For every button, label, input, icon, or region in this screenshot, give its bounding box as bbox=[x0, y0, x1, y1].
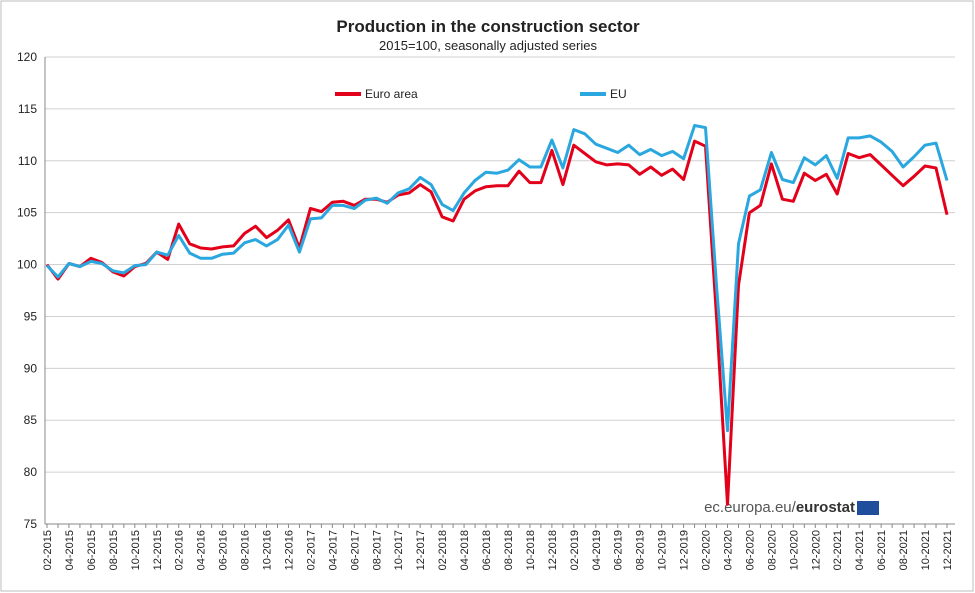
x-tick-label: 12-2016 bbox=[283, 530, 295, 570]
x-tick-label: 08-2019 bbox=[635, 530, 647, 570]
x-tick-label: 10-2021 bbox=[920, 530, 932, 570]
x-tick-label: 02-2020 bbox=[701, 530, 713, 570]
logo bbox=[857, 501, 879, 515]
x-tick-label: 12-2017 bbox=[415, 530, 427, 570]
x-tick-label: 02-2015 bbox=[42, 530, 54, 570]
y-tick-label: 105 bbox=[17, 206, 37, 220]
x-tick-label: 04-2019 bbox=[591, 530, 603, 570]
x-tick-label: 02-2021 bbox=[832, 530, 844, 570]
x-tick-label: 12-2019 bbox=[679, 530, 691, 570]
x-tick-label: 10-2019 bbox=[657, 530, 669, 570]
x-tick-label: 02-2018 bbox=[437, 530, 449, 570]
legend-label: Euro area bbox=[365, 87, 418, 101]
x-tick-label: 06-2018 bbox=[481, 530, 493, 570]
x-tick-label: 08-2018 bbox=[503, 530, 515, 570]
y-tick-label: 95 bbox=[24, 309, 38, 323]
x-tick-label: 06-2017 bbox=[349, 530, 361, 570]
x-tick-label: 04-2020 bbox=[722, 530, 734, 570]
x-tick-label: 12-2020 bbox=[810, 530, 822, 570]
x-tick-label: 08-2020 bbox=[766, 530, 778, 570]
x-tick-label: 10-2015 bbox=[130, 530, 142, 570]
x-tick-label: 10-2016 bbox=[262, 530, 274, 570]
x-tick-label: 08-2015 bbox=[108, 530, 120, 570]
chart-subtitle: 2015=100, seasonally adjusted series bbox=[379, 38, 597, 53]
x-tick-label: 06-2021 bbox=[876, 530, 888, 570]
y-tick-label: 85 bbox=[24, 413, 38, 427]
series-line bbox=[45, 139, 949, 506]
x-tick-label: 06-2015 bbox=[86, 530, 98, 570]
x-tick-label: 04-2015 bbox=[64, 530, 76, 570]
y-tick-label: 80 bbox=[24, 465, 38, 479]
y-tick-label: 75 bbox=[24, 517, 38, 531]
y-tick-label: 110 bbox=[18, 154, 37, 168]
chart-title: Production in the construction sector bbox=[336, 17, 640, 36]
x-tick-label: 06-2016 bbox=[218, 530, 230, 570]
x-tick-label: 06-2020 bbox=[744, 530, 756, 570]
x-tick-label: 08-2017 bbox=[371, 530, 383, 570]
x-tick-label: 12-2021 bbox=[942, 530, 954, 570]
legend-label: EU bbox=[610, 87, 627, 101]
x-tick-label: 08-2016 bbox=[240, 530, 252, 570]
x-tick-label: 02-2019 bbox=[569, 530, 581, 570]
x-tick-label: 02-2017 bbox=[305, 530, 317, 570]
source-brand: eurostat bbox=[796, 499, 855, 516]
y-tick-label: 90 bbox=[24, 361, 38, 375]
x-tick-label: 04-2017 bbox=[327, 530, 339, 570]
x-tick-label: 04-2021 bbox=[854, 530, 866, 570]
x-tick-label: 12-2018 bbox=[547, 530, 559, 570]
x-tick-label: 12-2015 bbox=[152, 530, 164, 570]
y-tick-label: 120 bbox=[17, 50, 37, 64]
x-tick-label: 10-2018 bbox=[525, 530, 537, 570]
y-tick-label: 100 bbox=[17, 258, 37, 272]
x-tick-label: 04-2016 bbox=[196, 530, 208, 570]
x-tick-label: 04-2018 bbox=[459, 530, 471, 570]
x-tick-label: 06-2019 bbox=[613, 530, 625, 570]
source-domain: ec.europa.eu/ bbox=[704, 499, 797, 516]
x-tick-label: 02-2016 bbox=[174, 530, 186, 570]
x-tick-label: 08-2021 bbox=[898, 530, 910, 570]
series-line bbox=[45, 124, 949, 433]
y-tick-label: 115 bbox=[18, 102, 37, 116]
x-tick-label: 10-2017 bbox=[393, 530, 405, 570]
x-tick-label: 10-2020 bbox=[788, 530, 800, 570]
